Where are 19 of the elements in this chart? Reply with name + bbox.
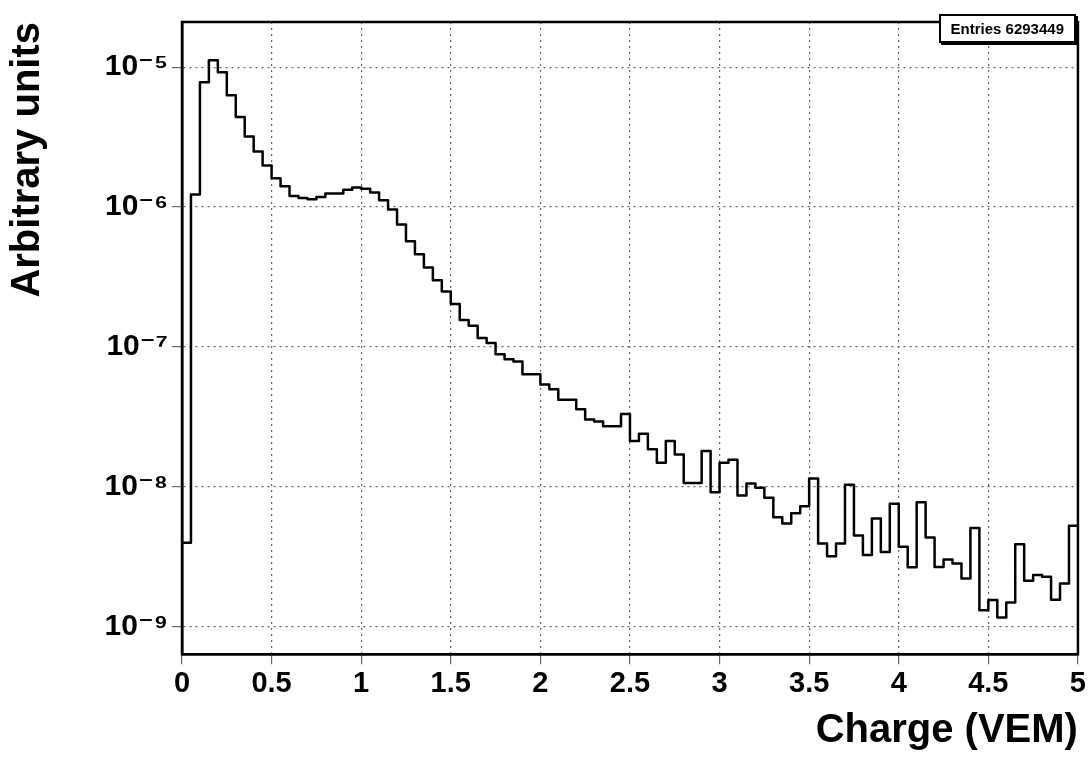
x-tick-label: 1 [353, 665, 370, 698]
x-tick-label: 3.5 [788, 665, 830, 698]
y-tick-label: 10⁻⁷ [106, 328, 168, 362]
y-tick-label: 10⁻⁶ [104, 188, 168, 222]
x-tick-label: 1.5 [430, 665, 471, 698]
x-tick-label: 2 [532, 665, 549, 698]
y-tick-label: 10⁻⁹ [104, 608, 168, 642]
x-tick-label: 0 [173, 665, 191, 698]
y-tick-label: 10⁻⁵ [104, 48, 168, 82]
x-tick-label: 2.5 [609, 665, 651, 698]
x-tick-label: 4.5 [968, 665, 1009, 698]
y-axis-title: Arbitrary units [3, 22, 48, 298]
y-tick-label: 10⁻⁸ [104, 468, 168, 502]
x-tick-label: 4 [890, 665, 907, 698]
x-axis-title: Charge (VEM) [815, 706, 1078, 751]
x-tick-label: 3 [711, 665, 728, 698]
x-tick-label: 5 [1069, 665, 1087, 698]
annotation: Entries 6293449 [938, 14, 1076, 43]
x-tick-label: 0.5 [251, 665, 292, 698]
